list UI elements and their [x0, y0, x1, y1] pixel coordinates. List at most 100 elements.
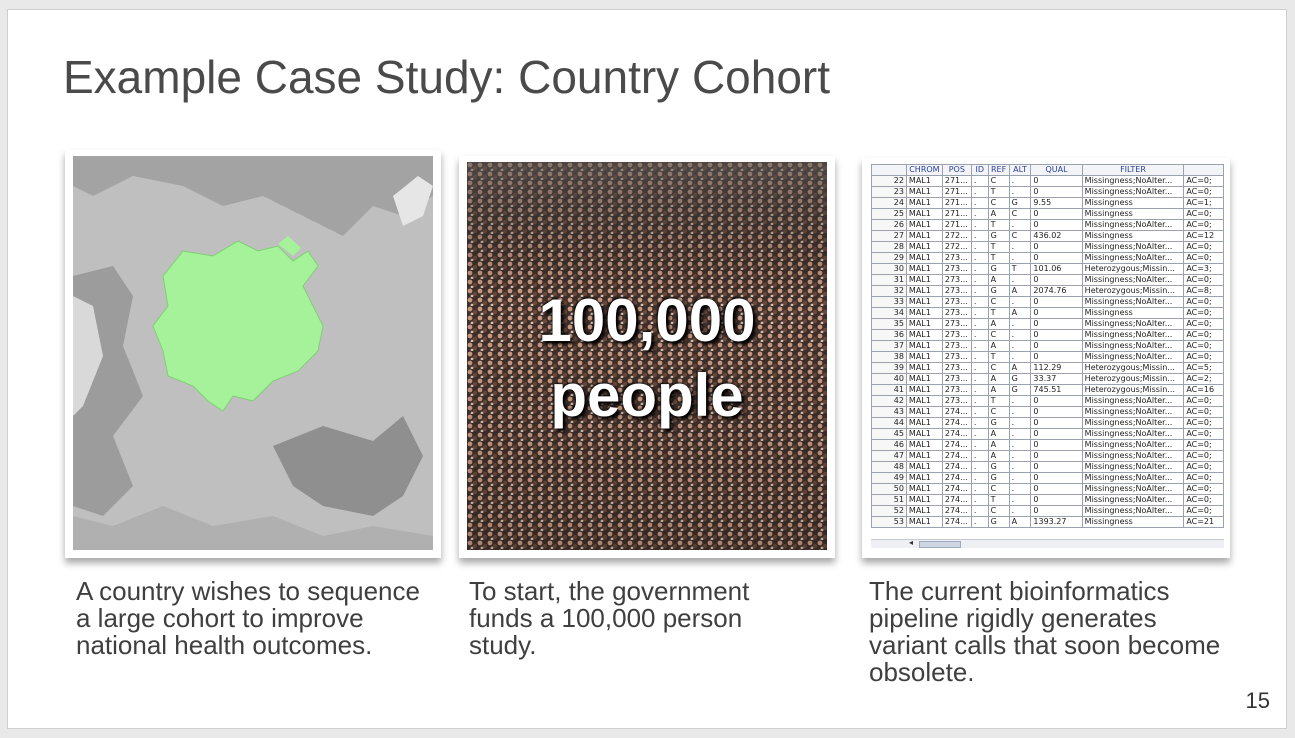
table-cell: 31 [871, 274, 907, 286]
table-cell: 45 [871, 428, 907, 440]
table-column-header[interactable]: ID [970, 164, 989, 176]
table-row[interactable]: 32 MAL1 273.... G A 2074.76 Heterozygous;Missi… [871, 285, 1224, 297]
table-cell: G [987, 516, 1010, 528]
table-row[interactable]: 34 MAL1 273.... T A 0 Missingness AC=0; [871, 307, 1224, 319]
table-row[interactable]: 28 MAL1 272.... T. 0 Missingness;NoAlter... AC… [871, 241, 1224, 253]
table-cell: G [987, 461, 1010, 473]
table-cell: 41 [871, 384, 907, 396]
table-row[interactable]: 53 MAL1 274.... G A 1393.27 Missingness AC=21 [871, 516, 1224, 528]
table-cell: MAL1 [905, 395, 943, 407]
scroll-left-icon[interactable]: ◂ [909, 538, 914, 547]
table-column-header[interactable] [1183, 164, 1224, 176]
table-cell: MAL1 [905, 483, 943, 495]
table-row[interactable]: 50 MAL1 274.... C. 0 Missingness;NoAlter... AC… [871, 483, 1224, 495]
table-row[interactable]: 38 MAL1 273.... T. 0 Missingness;NoAlter... AC… [871, 351, 1224, 363]
table-cell: 274... [941, 505, 972, 517]
table-cell: MAL1 [905, 252, 943, 264]
table-cell: 273... [941, 340, 972, 352]
table-row[interactable]: 41 MAL1 273.... A G 745.51 Heterozygous;Missin… [871, 384, 1224, 396]
table-row[interactable]: 23 MAL1 271.... T. 0 Missingness;NoAlter... AC… [871, 186, 1224, 198]
table-cell: A [1008, 516, 1032, 528]
table-row[interactable]: 36 MAL1 273.... C. 0 Missingness;NoAlter... AC… [871, 329, 1224, 341]
table-row[interactable]: 47 MAL1 274.... A. 0 Missingness;NoAlter... AC… [871, 450, 1224, 462]
table-cell: T [987, 186, 1010, 198]
table-row[interactable]: 44 MAL1 274.... G. 0 Missingness;NoAlter... AC… [871, 417, 1224, 429]
table-row[interactable]: 31 MAL1 273.... A. 0 Missingness;NoAlter... AC… [871, 274, 1224, 286]
table-row[interactable]: 46 MAL1 274.... A. 0 Missingness;NoAlter... AC… [871, 439, 1224, 451]
table-column-header[interactable] [871, 164, 907, 176]
table-cell: Missingness;NoAlter... [1081, 351, 1185, 363]
table-cell: 0 [1030, 241, 1083, 253]
table-cell: Missingness;NoAlter... [1081, 472, 1185, 484]
table-column-header[interactable]: REF [987, 164, 1010, 176]
table-cell: C [987, 329, 1010, 341]
table-cell: 0 [1030, 439, 1083, 451]
table-cell: 0 [1030, 175, 1083, 187]
table-cell: AC=0; [1183, 274, 1224, 286]
table-cell: 273... [941, 362, 972, 374]
table-row[interactable]: 45 MAL1 274.... A. 0 Missingness;NoAlter... AC… [871, 428, 1224, 440]
table-cell: Missingness;NoAlter... [1081, 494, 1185, 506]
table-cell: 274... [941, 439, 972, 451]
table-row[interactable]: 37 MAL1 273.... A. 0 Missingness;NoAlter... AC… [871, 340, 1224, 352]
table-cell: AC=0; [1183, 219, 1224, 231]
table-cell: . [1008, 505, 1032, 517]
table-row[interactable]: 51 MAL1 274.... T. 0 Missingness;NoAlter... AC… [871, 494, 1224, 506]
table-cell: Missingness [1081, 208, 1185, 220]
table-row[interactable]: 25 MAL1 271.... A C 0 Missingness AC=0; [871, 208, 1224, 220]
table-cell: MAL1 [905, 450, 943, 462]
table-cell: C [987, 175, 1010, 187]
table-cell: . [970, 307, 989, 319]
table-row[interactable]: 42 MAL1 273.... T. 0 Missingness;NoAlter... AC… [871, 395, 1224, 407]
table-cell: 23 [871, 186, 907, 198]
table-row[interactable]: 30 MAL1 273.... G T 101.06 Heterozygous;Missin… [871, 263, 1224, 275]
table-row[interactable]: 35 MAL1 273.... A. 0 Missingness;NoAlter... AC… [871, 318, 1224, 330]
table-column-header[interactable]: CHROM [905, 164, 943, 176]
table-cell: Heterozygous;Missin... [1081, 263, 1185, 275]
table-cell: AC=0; [1183, 472, 1224, 484]
table-row[interactable]: 40 MAL1 273.... A G 33.37 Heterozygous;Missin.… [871, 373, 1224, 385]
table-row[interactable]: 24 MAL1 271.... C G 9.55 Missingness AC=1; [871, 197, 1224, 209]
table-cell: . [970, 329, 989, 341]
table-cell: AC=8; [1183, 285, 1224, 297]
table-row[interactable]: 43 MAL1 274.... C. 0 Missingness;NoAlter... AC… [871, 406, 1224, 418]
table-cell: 0 [1030, 417, 1083, 429]
table-column-header[interactable]: FILTER [1081, 164, 1185, 176]
horizontal-scrollbar[interactable]: ◂ [871, 538, 1224, 548]
table-cell: MAL1 [905, 373, 943, 385]
table-row[interactable]: 29 MAL1 273.... T. 0 Missingness;NoAlter... AC… [871, 252, 1224, 264]
table-column-header[interactable]: QUAL [1030, 164, 1083, 176]
table-cell: Heterozygous;Missin... [1081, 362, 1185, 374]
table-cell: . [1008, 461, 1032, 473]
table-cell: 42 [871, 395, 907, 407]
table-cell: AC=0; [1183, 406, 1224, 418]
table-row[interactable]: 49 MAL1 274.... G. 0 Missingness;NoAlter... AC… [871, 472, 1224, 484]
table-row[interactable]: 33 MAL1 273.... C. 0 Missingness;NoAlter... AC… [871, 296, 1224, 308]
table-row[interactable]: 26 MAL1 271.... T. 0 Missingness;NoAlter... AC… [871, 219, 1224, 231]
table-cell: MAL1 [905, 439, 943, 451]
table-cell: . [970, 296, 989, 308]
table-row[interactable]: 48 MAL1 274.... G. 0 Missingness;NoAlter... AC… [871, 461, 1224, 473]
table-cell: AC=0; [1183, 252, 1224, 264]
table-row[interactable]: 22 MAL1 271.... C. 0 Missingness;NoAlter... AC… [871, 175, 1224, 187]
scrollbar-thumb[interactable] [919, 541, 961, 548]
table-column-header[interactable]: POS [941, 164, 972, 176]
table-cell: AC=0; [1183, 395, 1224, 407]
table-cell: 271... [941, 197, 972, 209]
table-row[interactable]: 27 MAL1 272.... G C 436.02 Missingness AC=12 [871, 230, 1224, 242]
table-row[interactable]: 39 MAL1 273.... C A 112.29 Heterozygous;Missin… [871, 362, 1224, 374]
table-cell: AC=0; [1183, 307, 1224, 319]
table-cell: . [1008, 186, 1032, 198]
table-cell: . [970, 461, 989, 473]
table-cell: 0 [1030, 307, 1083, 319]
table-cell: C [987, 505, 1010, 517]
table-cell: 0 [1030, 186, 1083, 198]
table-caption: The current bioinformatics pipeline rigi… [869, 576, 1221, 687]
table-column-header[interactable]: ALT [1008, 164, 1032, 176]
table-cell: AC=0; [1183, 318, 1224, 330]
table-row[interactable]: 52 MAL1 274.... C. 0 Missingness;NoAlter... AC… [871, 505, 1224, 517]
table-cell: . [970, 395, 989, 407]
table-cell: A [1008, 307, 1032, 319]
map-image [73, 156, 433, 550]
table-cell: A [987, 208, 1010, 220]
